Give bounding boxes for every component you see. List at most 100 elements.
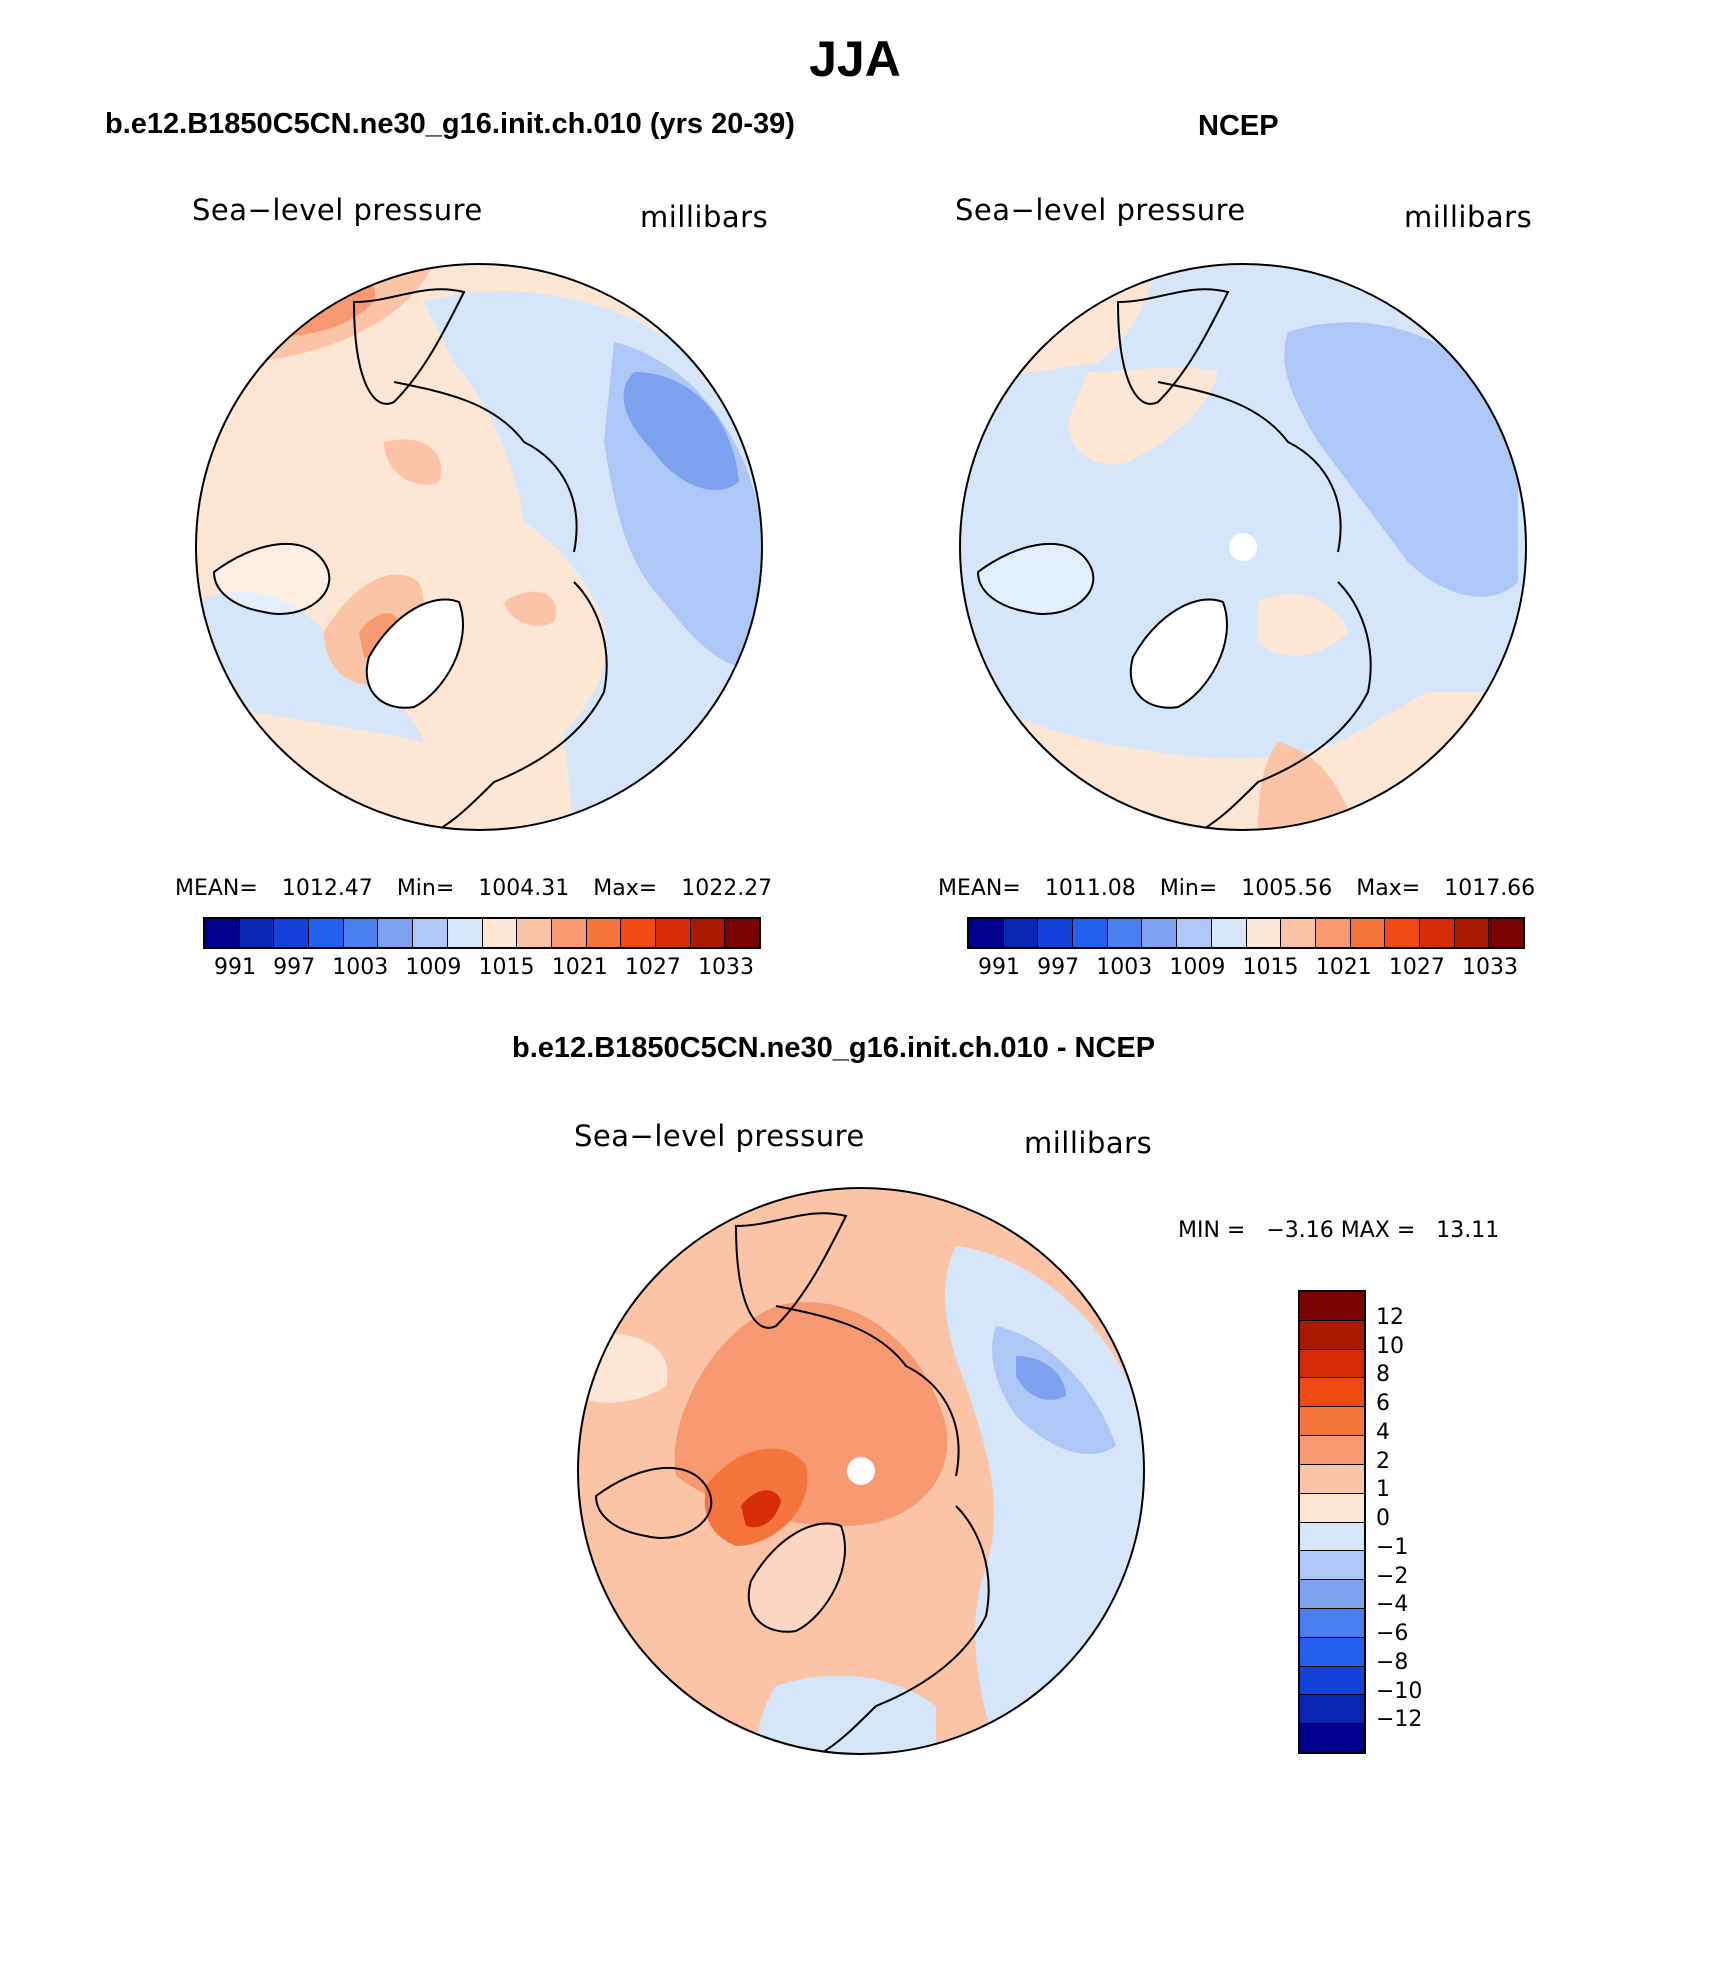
colorbar-tick-label: −2 (1376, 1563, 1409, 1589)
diff-negative-core (1016, 1356, 1066, 1400)
model-greenland-high-core (359, 613, 399, 658)
colorbar-tick-label: −6 (1376, 1621, 1409, 1646)
colorbar-cell (1300, 1666, 1364, 1696)
obs-panel-title: NCEP (1198, 110, 1279, 142)
model-arctic-high (384, 439, 442, 485)
colorbar-cell (1003, 919, 1039, 947)
colorbar-tick-label: 4 (1376, 1419, 1390, 1445)
model-greenland-outline (365, 598, 464, 709)
obs-siberian-low (1284, 322, 1518, 597)
obs-mean-label: MEAN= (938, 876, 1021, 901)
colorbar-cell (1315, 919, 1351, 947)
colorbar-cell (1300, 1349, 1364, 1379)
obs-stats: MEAN= 1011.08 Min= 1005.56 Max= 1017.66 (938, 876, 1559, 901)
colorbar-cell (1300, 1436, 1364, 1465)
colorbar-cell (413, 919, 448, 947)
colorbar-tick-label: 1033 (1461, 955, 1518, 980)
obs-colorbar (967, 917, 1525, 949)
model-map-border (195, 263, 763, 831)
colorbar-cell (1300, 1378, 1364, 1408)
model-panel-title: b.e12.B1850C5CN.ne30_g16.init.ch.010 (yr… (105, 108, 795, 140)
model-low-pressure-core (623, 372, 739, 491)
colorbar-tick-label: 1 (1376, 1477, 1390, 1503)
obs-units-label: millibars (1404, 200, 1533, 234)
model-mean-label: MEAN= (175, 876, 258, 901)
model-coastline-4 (393, 381, 578, 553)
colorbar-cell (725, 919, 759, 947)
obs-azores-high (1258, 742, 1358, 830)
colorbar-cell (1300, 1724, 1364, 1752)
diff-minmax: MIN = −3.16 MAX = 13.11 (1178, 1218, 1500, 1243)
colorbar-cell (655, 919, 691, 947)
colorbar-cell (1300, 1493, 1364, 1523)
colorbar-tick-label: 1021 (551, 955, 608, 980)
diff-coastline-1 (594, 1466, 713, 1539)
colorbar-tick-label: 2 (1376, 1448, 1390, 1474)
colorbar-cell (1300, 1637, 1364, 1667)
diff-colorbar (1298, 1290, 1366, 1754)
colorbar-tick-label: 6 (1376, 1391, 1390, 1416)
obs-greenland-outline (1129, 598, 1228, 709)
colorbar-cell (1038, 919, 1074, 947)
colorbar-tick-label: 1015 (478, 955, 535, 980)
colorbar-cell (1300, 1320, 1364, 1350)
colorbar-tick-label: 8 (1376, 1362, 1390, 1388)
colorbar-tick-label: 997 (273, 955, 316, 980)
colorbar-cell (1211, 919, 1247, 947)
obs-max-value: 1017.66 (1444, 876, 1536, 901)
colorbar-tick-label: −10 (1376, 1678, 1423, 1704)
colorbar-cell (1142, 919, 1178, 947)
colorbar-cell (1177, 919, 1212, 947)
model-max-value: 1022.27 (681, 876, 773, 901)
colorbar-tick-label: −12 (1376, 1707, 1423, 1733)
colorbar-tick-label: 1009 (1169, 955, 1226, 980)
colorbar-cell (621, 919, 656, 947)
diff-negative-atlantic (756, 1675, 936, 1754)
model-variable-label: Sea−level pressure (192, 193, 483, 227)
model-polar-map (195, 263, 763, 831)
colorbar-cell (1300, 1608, 1364, 1638)
diff-polar-map (577, 1187, 1145, 1755)
obs-pole-missing (1229, 533, 1257, 561)
colorbar-cell (551, 919, 587, 947)
colorbar-cell (969, 919, 1004, 947)
colorbar-tick-label: 997 (1037, 955, 1080, 980)
colorbar-cell (1300, 1551, 1364, 1581)
obs-max-label: Max= (1356, 876, 1421, 901)
colorbar-tick-label: 1003 (332, 955, 389, 980)
colorbar-tick-label: 10 (1376, 1333, 1404, 1359)
diff-map-border (577, 1187, 1145, 1755)
diff-panel-title: b.e12.B1850C5CN.ne30_g16.init.ch.010 - N… (512, 1032, 1156, 1064)
obs-min-value: 1005.56 (1241, 876, 1333, 901)
colorbar-cell (1300, 1522, 1364, 1552)
colorbar-cell (1489, 919, 1523, 947)
obs-alaska-high (1068, 367, 1218, 465)
colorbar-cell (1300, 1464, 1364, 1494)
colorbar-tick-label: 1021 (1315, 955, 1372, 980)
model-coastline-1 (212, 542, 331, 615)
colorbar-cell (239, 919, 275, 947)
colorbar-cell (1300, 1407, 1364, 1437)
colorbar-cell (482, 919, 518, 947)
colorbar-cell (1281, 919, 1316, 947)
obs-coastline-1 (976, 542, 1095, 615)
colorbar-tick-label: 1015 (1242, 955, 1299, 980)
colorbar-cell (1350, 919, 1386, 947)
obs-min-label: Min= (1159, 876, 1218, 901)
obs-map-border (959, 263, 1527, 831)
colorbar-tick-label: 1027 (1388, 955, 1445, 980)
colorbar-cell (343, 919, 379, 947)
colorbar-tick-label: 1003 (1096, 955, 1153, 980)
colorbar-tick-label: −1 (1376, 1534, 1409, 1560)
colorbar-cell (690, 919, 726, 947)
colorbar-tick-label: 1027 (624, 955, 681, 980)
colorbar-cell (1246, 919, 1282, 947)
colorbar-cell (1107, 919, 1143, 947)
diff-units-label: millibars (1024, 1126, 1153, 1160)
model-units-label: millibars (640, 200, 769, 234)
figure-title: JJA (809, 31, 901, 87)
obs-coastline-2 (1116, 288, 1230, 405)
obs-polar-map (959, 263, 1527, 831)
diff-variable-label: Sea−level pressure (574, 1119, 865, 1153)
colorbar-tick-label: 991 (978, 955, 1020, 980)
